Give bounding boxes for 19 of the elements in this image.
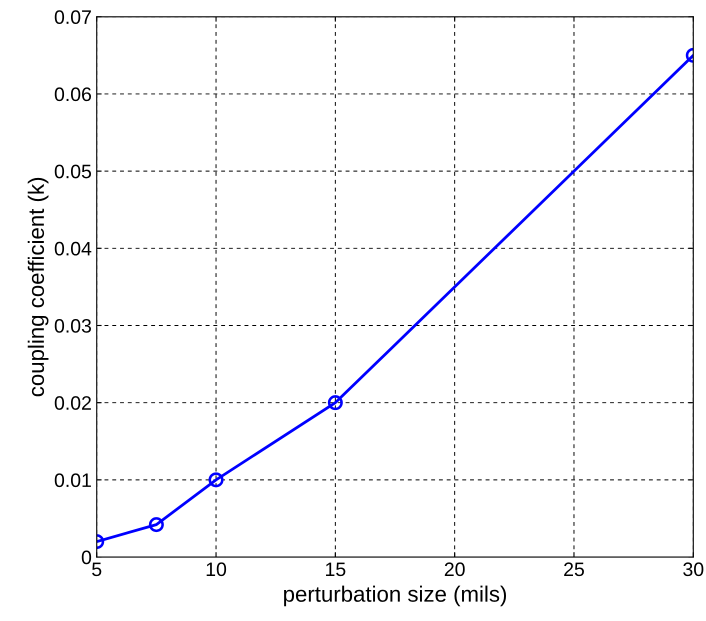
x-axis-title: perturbation size (mils) (284, 586, 506, 606)
point (148, 517, 164, 532)
y-tick-label: 0.07 (54, 10, 91, 24)
y-tick-label: 0.02 (54, 396, 91, 410)
point (208, 472, 224, 488)
y-tick-label: 0.03 (54, 318, 92, 333)
y-tick-label: 0.04 (54, 242, 92, 256)
y-tick-label: 0.06 (54, 87, 92, 102)
y-tick-label: 0 (82, 550, 92, 564)
x-tick-label: 10 (206, 562, 226, 576)
point (328, 395, 343, 410)
y-tick-label: 0.05 (54, 164, 92, 178)
x-tick-label: 20 (444, 562, 465, 576)
x-tick-label: 5 (92, 562, 102, 576)
x-tick-label: 30 (683, 562, 704, 576)
x-tick-label: 25 (564, 562, 584, 576)
y-tick-label: 0.01 (54, 473, 91, 488)
y-axis-title: coupling coefficient (k) (28, 178, 48, 396)
x-tick-label: 15 (326, 562, 346, 576)
